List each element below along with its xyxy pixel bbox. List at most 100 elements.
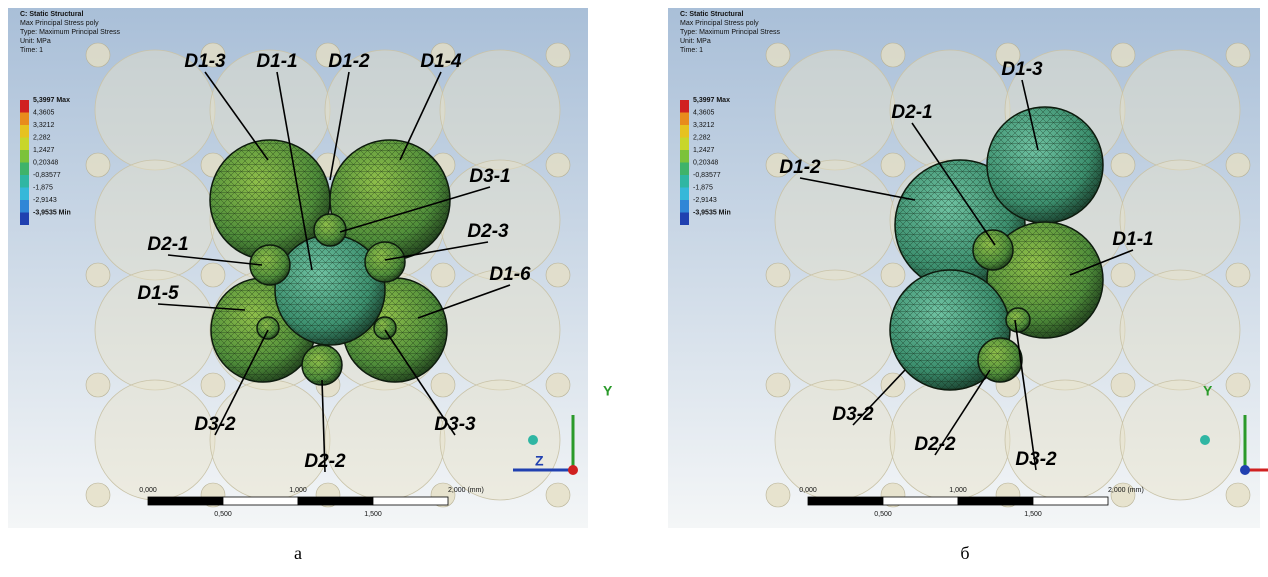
bg-sphere [1005,380,1125,500]
bg-sphere [1120,270,1240,390]
legend-swatch [20,175,29,188]
part-label: D1-1 [1112,229,1153,250]
legend-label: 2,282 [33,134,51,141]
scale-label: 1,500 [1024,511,1042,518]
legend-swatch [20,200,29,213]
part-label: D3-1 [469,166,510,187]
bg-sphere-small [546,483,570,507]
bg-sphere [1120,160,1240,280]
legend-swatch [680,100,689,113]
legend-label: -2,9143 [33,197,57,204]
bg-sphere [210,380,330,500]
legend-label: 0,20348 [33,159,58,166]
bg-sphere-small [881,263,905,287]
bg-sphere-small [546,153,570,177]
bg-sphere-small [1226,483,1250,507]
scale-label: 0,500 [874,511,892,518]
bg-sphere-small [1226,153,1250,177]
bg-sphere [1120,50,1240,170]
legend-label: 0,20348 [693,159,718,166]
bg-sphere [1120,380,1240,500]
part-label: D3-3 [434,414,476,435]
axis-label: Z [535,453,544,469]
header-line: Type: Maximum Principal Stress [20,29,120,36]
legend-label: 2,282 [693,134,711,141]
header-line: Type: Maximum Principal Stress [680,29,780,36]
axis-origin [568,465,578,475]
header-line: Unit: MPa [20,38,51,45]
bg-sphere-small [546,263,570,287]
legend-label: -0,83577 [693,172,721,179]
legend-label: -1,875 [33,184,53,191]
legend-swatch [20,188,29,201]
bg-sphere-small [766,373,790,397]
scale-label: 0,500 [214,511,232,518]
scale-segment [1033,497,1108,505]
scale-segment [223,497,298,505]
mesh [973,230,1013,270]
bg-sphere-small [431,373,455,397]
bg-sphere [95,380,215,500]
part-label: D2-1 [147,234,188,255]
header-line: Time: 1 [680,47,703,54]
scale-segment [298,497,373,505]
legend-label: 5,3997 Max [693,97,730,104]
bg-sphere-small [201,263,225,287]
part-label: D2-3 [467,221,509,242]
scale-segment [373,497,448,505]
part-label: D2-2 [914,434,956,455]
part-label: D1-5 [137,283,179,304]
legend-swatch [20,213,29,226]
bg-sphere-small [881,153,905,177]
bg-sphere-small [881,373,905,397]
mesh [978,338,1022,382]
caption: а [294,543,302,563]
header-line: Max Principal Stress poly [680,20,759,27]
legend-swatch [20,150,29,163]
scale-label: 1,500 [364,511,382,518]
scale-label: 0,000 [139,487,157,494]
legend-swatch [680,188,689,201]
part-label: D1-4 [420,51,462,72]
bg-sphere [775,50,895,170]
legend-label: -3,9535 Min [693,209,731,216]
scale-label: 2,000 (mm) [1108,487,1144,494]
axis-label: Y [1203,383,1213,399]
part-label: D2-1 [891,102,932,123]
scale-segment [808,497,883,505]
scale-label: 1,000 [949,487,967,494]
bg-sphere-small [1111,153,1135,177]
bg-sphere-small [1111,43,1135,67]
legend-swatch [680,200,689,213]
bg-sphere-small [881,43,905,67]
bg-sphere [95,160,215,280]
bg-sphere [325,380,445,500]
legend-swatch [20,113,29,126]
mesh [374,317,396,339]
bg-sphere-small [1226,43,1250,67]
bg-sphere-small [1226,373,1250,397]
header-line: C: Static Structural [680,11,743,18]
bg-sphere-small [431,263,455,287]
legend-swatch [680,138,689,151]
header-line: Max Principal Stress poly [20,20,99,27]
part-label: D1-6 [489,264,531,285]
scale-segment [958,497,1033,505]
mesh [1006,308,1030,332]
header-line: Unit: MPa [680,38,711,45]
bg-sphere-small [86,483,110,507]
part-label: D1-2 [779,157,821,178]
part-label: D1-3 [184,51,226,72]
header-line: C: Static Structural [20,11,83,18]
bg-sphere-small [766,263,790,287]
axis-ball [528,435,538,445]
part-label: D1-1 [256,51,297,72]
axis-label: Y [603,383,613,399]
legend-label: -1,875 [693,184,713,191]
bg-sphere-small [201,373,225,397]
bg-sphere-small [1111,263,1135,287]
mesh [987,107,1103,223]
scale-segment [148,497,223,505]
mesh [302,345,342,385]
bg-sphere-small [86,43,110,67]
